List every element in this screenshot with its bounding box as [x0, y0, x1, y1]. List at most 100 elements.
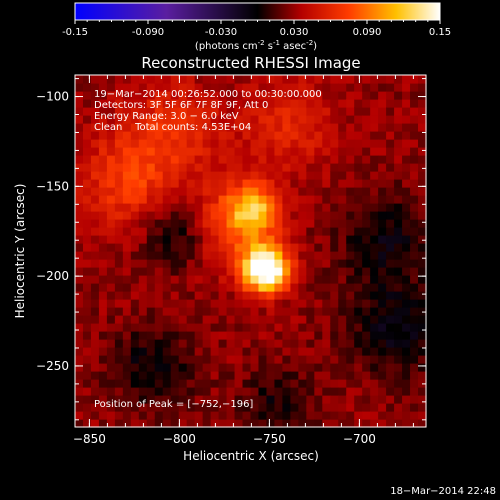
heatmap-cell	[362, 91, 371, 100]
heatmap-cell	[282, 259, 291, 268]
heatmap-cell	[370, 147, 379, 156]
heatmap-cell	[418, 283, 427, 292]
heatmap-cell	[306, 115, 315, 124]
heatmap-cell	[82, 187, 92, 196]
heatmap-cell	[122, 355, 132, 364]
heatmap-cell	[306, 243, 315, 252]
heatmap-cell	[354, 371, 363, 380]
heatmap-cell	[338, 91, 347, 100]
heatmap-cell	[258, 171, 268, 180]
heatmap-cell	[162, 387, 172, 396]
heatmap-cell	[282, 235, 291, 244]
heatmap-cell	[378, 75, 387, 84]
heatmap-cell	[250, 299, 260, 308]
heatmap-cell	[298, 275, 307, 284]
heatmap-cell	[378, 147, 387, 156]
heatmap-cell	[75, 99, 84, 108]
heatmap-cell	[106, 227, 116, 236]
heatmap-cell	[258, 283, 268, 292]
heatmap-cell	[394, 299, 403, 308]
heatmap-cell	[338, 123, 347, 132]
heatmap-cell	[194, 235, 204, 244]
heatmap-cell	[178, 179, 188, 188]
colorbar: -0.15 -0.090 -0.030 0.030 0.090 0.15 (photons…	[62, 2, 451, 52]
heatmap-cell	[410, 139, 419, 148]
heatmap-cell	[186, 99, 196, 108]
heatmap-cell	[178, 123, 188, 132]
heatmap-cell	[370, 267, 379, 276]
heatmap-cell	[378, 379, 387, 388]
heatmap-cell	[338, 195, 347, 204]
heatmap-cell	[98, 147, 108, 156]
heatmap-cell	[194, 155, 204, 164]
heatmap-cell	[146, 251, 156, 260]
heatmap-cell	[250, 227, 260, 236]
heatmap-cell	[194, 379, 204, 388]
heatmap-cell	[162, 155, 172, 164]
heatmap-cell	[242, 339, 252, 348]
heatmap-cell	[314, 187, 323, 196]
heatmap-cell	[290, 243, 299, 252]
heatmap-cell	[194, 411, 204, 420]
heatmap-cell	[234, 187, 244, 196]
heatmap-cell	[90, 179, 100, 188]
heatmap-cell	[122, 259, 132, 268]
heatmap-cell	[75, 419, 84, 428]
heatmap-cell	[378, 275, 387, 284]
heatmap-cell	[154, 147, 164, 156]
heatmap-cell	[114, 83, 124, 92]
heatmap-cell	[186, 227, 196, 236]
heatmap-cell	[354, 211, 363, 220]
heatmap-cell	[114, 307, 124, 316]
heatmap-cell	[114, 331, 124, 340]
heatmap-cell	[114, 243, 124, 252]
heatmap-cell	[394, 363, 403, 372]
heatmap-cell	[346, 75, 355, 84]
heatmap-cell	[402, 363, 411, 372]
heatmap-cell	[290, 331, 299, 340]
heatmap-cell	[138, 371, 148, 380]
heatmap-cell	[274, 83, 284, 92]
heatmap-cell	[250, 131, 260, 140]
heatmap-cell	[338, 75, 347, 84]
heatmap-cell	[282, 363, 291, 372]
heatmap-cell	[154, 115, 164, 124]
heatmap-cell	[194, 147, 204, 156]
heatmap-cell	[170, 75, 180, 84]
heatmap-cell	[394, 227, 403, 236]
heatmap-cell	[290, 123, 299, 132]
heatmap-cell	[274, 139, 284, 148]
heatmap-cell	[218, 315, 228, 324]
heatmap-cell	[162, 147, 172, 156]
heatmap-cell	[146, 235, 156, 244]
heatmap-cell	[402, 395, 411, 404]
heatmap-cell	[402, 211, 411, 220]
heatmap-cell	[258, 259, 268, 268]
heatmap-cell	[346, 147, 355, 156]
heatmap-cell	[370, 99, 379, 108]
heatmap-cell	[234, 411, 244, 420]
heatmap-cell	[162, 203, 172, 212]
heatmap-cell	[418, 171, 427, 180]
heatmap-cell	[354, 291, 363, 300]
heatmap-cell	[90, 251, 100, 260]
heatmap-cell	[234, 219, 244, 228]
heatmap-cell	[258, 115, 268, 124]
heatmap-cell	[386, 243, 395, 252]
heatmap-cell	[298, 211, 307, 220]
heatmap-cell	[226, 203, 236, 212]
heatmap-cell	[314, 219, 323, 228]
heatmap-cell	[378, 163, 387, 172]
heatmap-cell	[82, 411, 92, 420]
heatmap-cell	[370, 155, 379, 164]
heatmap-cell	[234, 419, 244, 428]
heatmap-cell	[346, 155, 355, 164]
heatmap-cell	[210, 243, 220, 252]
heatmap-cell	[202, 251, 212, 260]
heatmap-cell	[202, 187, 212, 196]
heatmap-cell	[290, 267, 299, 276]
heatmap-cell	[226, 331, 236, 340]
heatmap-cell	[234, 163, 244, 172]
colorbar-tick-label: 0.090	[353, 27, 382, 38]
heatmap-cell	[114, 411, 124, 420]
